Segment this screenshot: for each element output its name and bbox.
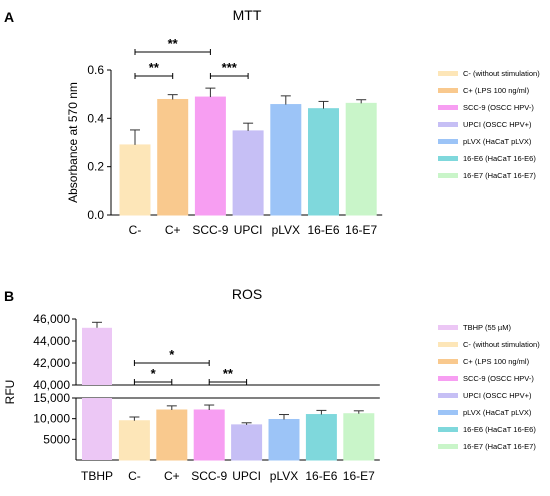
panel-a-label: A <box>4 9 14 25</box>
bar-SCC-9 <box>194 96 226 216</box>
legend-label: SCC-9 (OSCC HPV-) <box>463 374 534 383</box>
y-tick-label: 40,000 <box>33 378 70 392</box>
legend-swatch <box>438 105 458 110</box>
x-tick-label: C+ <box>165 223 181 237</box>
significance-label: *** <box>222 60 238 75</box>
y-tick-label: 0.4 <box>87 111 104 125</box>
y-tick-label: 0.2 <box>87 160 104 174</box>
panel-b-label: B <box>4 288 14 304</box>
legend-label: UPCI (OSCC HPV+) <box>463 120 532 129</box>
legend-label: 16-E6 (HaCaT 16-E6) <box>463 425 536 434</box>
x-tick-label: C- <box>128 469 141 483</box>
legend-swatch <box>438 444 458 449</box>
x-tick-label: UPCI <box>234 223 263 237</box>
x-tick-label: C+ <box>164 469 180 483</box>
legend-swatch <box>438 71 458 76</box>
bar-C- <box>118 420 150 461</box>
bar-pLVX <box>270 104 302 216</box>
legend-label: C- (without stimulation) <box>463 69 540 78</box>
x-tick-label: 16-E6 <box>307 223 339 237</box>
bar-16-E7 <box>343 413 375 461</box>
significance-label: * <box>151 366 157 381</box>
x-tick-label: TBHP <box>81 469 113 483</box>
significance-label: * <box>169 347 175 362</box>
x-tick-label: pLVX <box>272 223 300 237</box>
panel-b-title: ROS <box>232 286 262 302</box>
bar-TBHP-upper <box>82 327 112 385</box>
legend-label: SCC-9 (OSCC HPV-) <box>463 103 534 112</box>
x-tick-label: 16-E7 <box>345 223 377 237</box>
legend-label: C- (without stimulation) <box>463 340 540 349</box>
y-tick-label: 0.0 <box>87 208 104 222</box>
x-tick-label: SCC-9 <box>191 469 227 483</box>
legend-swatch <box>438 139 458 144</box>
legend-label: pLVX (HaCaT pLVX) <box>463 408 532 417</box>
legend-swatch <box>438 173 458 178</box>
legend-label: 16-E7 (HaCaT 16-E7) <box>463 442 536 451</box>
bar-SCC-9 <box>193 409 225 461</box>
bar-TBHP-lower <box>82 398 112 460</box>
x-tick-label: SCC-9 <box>192 223 228 237</box>
y-tick-label: 0.6 <box>87 63 104 77</box>
y-tick-label: 15,000 <box>33 391 70 405</box>
panel-a-title: MTT <box>233 7 262 23</box>
y-tick-label: 10,000 <box>33 412 70 426</box>
x-tick-label: C- <box>129 223 142 237</box>
y-tick-label: 44,000 <box>33 334 70 348</box>
x-tick-label: UPCI <box>232 469 261 483</box>
legend-swatch <box>438 393 458 398</box>
significance-label: ** <box>149 60 160 75</box>
legend-swatch <box>438 427 458 432</box>
bar-UPCI <box>232 130 264 216</box>
bar-16-E6 <box>305 414 337 461</box>
x-tick-label: 16-E7 <box>343 469 375 483</box>
y-tick-label: 46,000 <box>33 312 70 326</box>
legend-label: TBHP (55 µM) <box>463 323 511 332</box>
legend-label: UPCI (OSCC HPV+) <box>463 391 532 400</box>
x-tick-label: pLVX <box>270 469 298 483</box>
bar-UPCI <box>231 424 263 461</box>
significance-label: ** <box>168 36 179 51</box>
legend-label: C+ (LPS 100 ng/ml) <box>463 357 530 366</box>
bar-pLVX <box>268 418 300 461</box>
y-tick-label: 5000 <box>43 432 70 446</box>
legend-swatch <box>438 325 458 330</box>
legend-label: C+ (LPS 100 ng/ml) <box>463 86 530 95</box>
bar-16-E6 <box>308 108 339 216</box>
y-axis-title: RFU <box>3 380 17 405</box>
significance-label: ** <box>223 366 234 381</box>
legend-label: 16-E6 (HaCaT 16-E6) <box>463 154 536 163</box>
bar-C+ <box>157 98 189 216</box>
legend-label: pLVX (HaCaT pLVX) <box>463 137 532 146</box>
legend-swatch <box>438 88 458 93</box>
legend-swatch <box>438 410 458 415</box>
legend-swatch <box>438 156 458 161</box>
bar-C+ <box>156 409 188 461</box>
y-tick-label: 42,000 <box>33 356 70 370</box>
panel-a-chart: 0.0 0.2 0.4 0.6 Absorbance at 570 nm C- C+ SCC-… <box>66 36 540 237</box>
x-tick-label: 16-E6 <box>305 469 337 483</box>
legend-swatch <box>438 342 458 347</box>
panel-b-chart: 40,000 42,000 44,000 46,000 5000 10,000 15,000… <box>3 312 540 483</box>
bar-16-E7 <box>345 102 377 216</box>
legend-swatch <box>438 359 458 364</box>
legend-label: 16-E7 (HaCaT 16-E7) <box>463 171 536 180</box>
legend-swatch <box>438 376 458 381</box>
y-axis-title: Absorbance at 570 nm <box>66 82 80 203</box>
legend-swatch <box>438 122 458 127</box>
bar-C- <box>119 144 151 216</box>
